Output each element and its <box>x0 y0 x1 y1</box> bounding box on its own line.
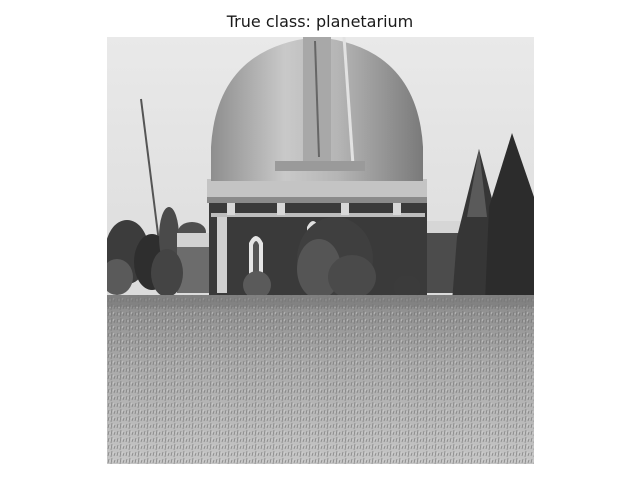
dome <box>211 37 423 181</box>
shrubs <box>151 217 421 301</box>
antenna-pole <box>140 98 160 243</box>
photo-panel <box>107 37 534 464</box>
conifer-trees <box>452 133 534 302</box>
observatory-photo <box>107 37 534 464</box>
figure-title: True class: planetarium <box>226 12 414 31</box>
